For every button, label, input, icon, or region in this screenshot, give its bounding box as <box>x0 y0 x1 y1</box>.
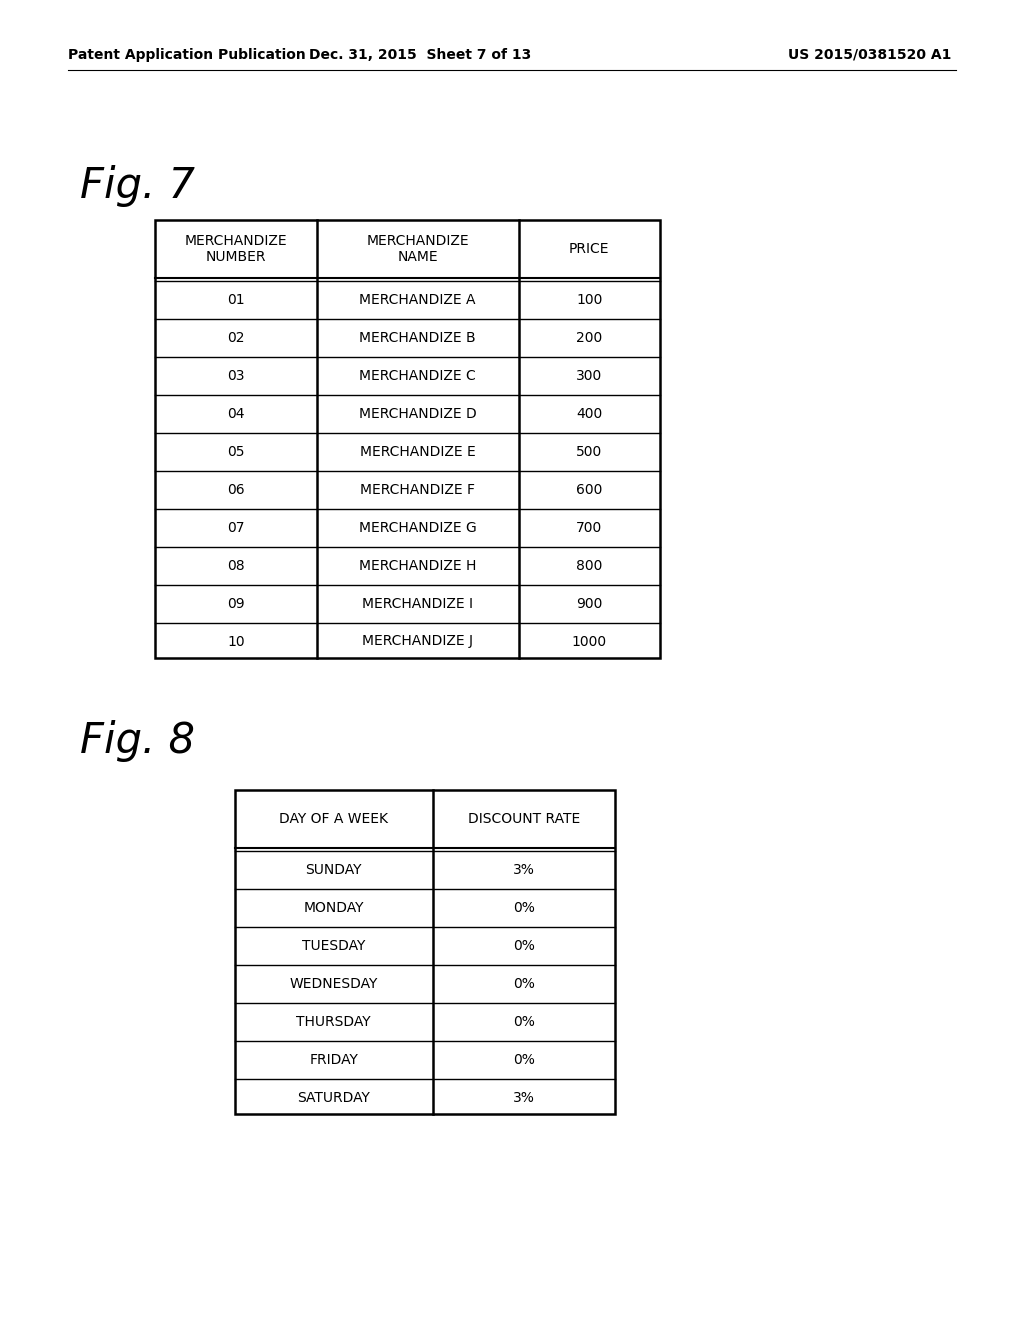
Text: MERCHANDIZE H: MERCHANDIZE H <box>359 558 476 573</box>
Text: 700: 700 <box>577 520 602 535</box>
Text: DISCOUNT RATE: DISCOUNT RATE <box>468 812 580 826</box>
Text: MERCHANDIZE C: MERCHANDIZE C <box>359 368 476 383</box>
Text: PRICE: PRICE <box>569 242 609 256</box>
Text: SATURDAY: SATURDAY <box>297 1090 371 1105</box>
Text: MERCHANDIZE F: MERCHANDIZE F <box>360 483 475 496</box>
Text: MERCHANDIZE B: MERCHANDIZE B <box>359 330 476 345</box>
Text: MERCHANDIZE E: MERCHANDIZE E <box>359 445 475 458</box>
Text: Dec. 31, 2015  Sheet 7 of 13: Dec. 31, 2015 Sheet 7 of 13 <box>309 48 531 62</box>
Bar <box>234 789 615 1114</box>
Text: 0%: 0% <box>513 939 535 953</box>
Text: Fig. 8: Fig. 8 <box>80 719 195 762</box>
Text: 400: 400 <box>577 407 602 421</box>
Text: 0%: 0% <box>513 1052 535 1067</box>
Text: 0%: 0% <box>513 900 535 915</box>
Text: MERCHANDIZE A: MERCHANDIZE A <box>359 293 476 306</box>
Text: Patent Application Publication: Patent Application Publication <box>68 48 306 62</box>
Text: 0%: 0% <box>513 977 535 990</box>
Text: 07: 07 <box>227 520 245 535</box>
Text: MERCHANDIZE G: MERCHANDIZE G <box>358 520 476 535</box>
Text: 10: 10 <box>227 635 245 648</box>
Text: 500: 500 <box>577 445 602 458</box>
Text: 04: 04 <box>227 407 245 421</box>
Text: 02: 02 <box>227 330 245 345</box>
Text: 09: 09 <box>227 597 245 610</box>
Text: FRIDAY: FRIDAY <box>309 1052 358 1067</box>
Text: 100: 100 <box>577 293 602 306</box>
Text: 900: 900 <box>577 597 602 610</box>
Text: 800: 800 <box>577 558 602 573</box>
Text: 1000: 1000 <box>571 635 607 648</box>
Text: 01: 01 <box>227 293 245 306</box>
Text: THURSDAY: THURSDAY <box>297 1015 371 1028</box>
Text: WEDNESDAY: WEDNESDAY <box>290 977 378 990</box>
Text: MERCHANDIZE D: MERCHANDIZE D <box>358 407 476 421</box>
Text: MERCHANDIZE J: MERCHANDIZE J <box>362 635 473 648</box>
Text: 06: 06 <box>227 483 245 496</box>
Text: 0%: 0% <box>513 1015 535 1028</box>
Text: 08: 08 <box>227 558 245 573</box>
Bar <box>155 220 660 657</box>
Text: DAY OF A WEEK: DAY OF A WEEK <box>280 812 388 826</box>
Text: 03: 03 <box>227 368 245 383</box>
Text: MONDAY: MONDAY <box>303 900 365 915</box>
Text: 3%: 3% <box>513 862 535 876</box>
Text: MERCHANDIZE
NAME: MERCHANDIZE NAME <box>367 234 469 264</box>
Text: SUNDAY: SUNDAY <box>305 862 362 876</box>
Text: MERCHANDIZE
NUMBER: MERCHANDIZE NUMBER <box>184 234 287 264</box>
Text: 05: 05 <box>227 445 245 458</box>
Text: 200: 200 <box>577 330 602 345</box>
Text: TUESDAY: TUESDAY <box>302 939 366 953</box>
Text: Fig. 7: Fig. 7 <box>80 165 195 207</box>
Text: 600: 600 <box>577 483 602 496</box>
Text: MERCHANDIZE I: MERCHANDIZE I <box>362 597 473 610</box>
Text: US 2015/0381520 A1: US 2015/0381520 A1 <box>788 48 951 62</box>
Text: 3%: 3% <box>513 1090 535 1105</box>
Text: 300: 300 <box>577 368 602 383</box>
